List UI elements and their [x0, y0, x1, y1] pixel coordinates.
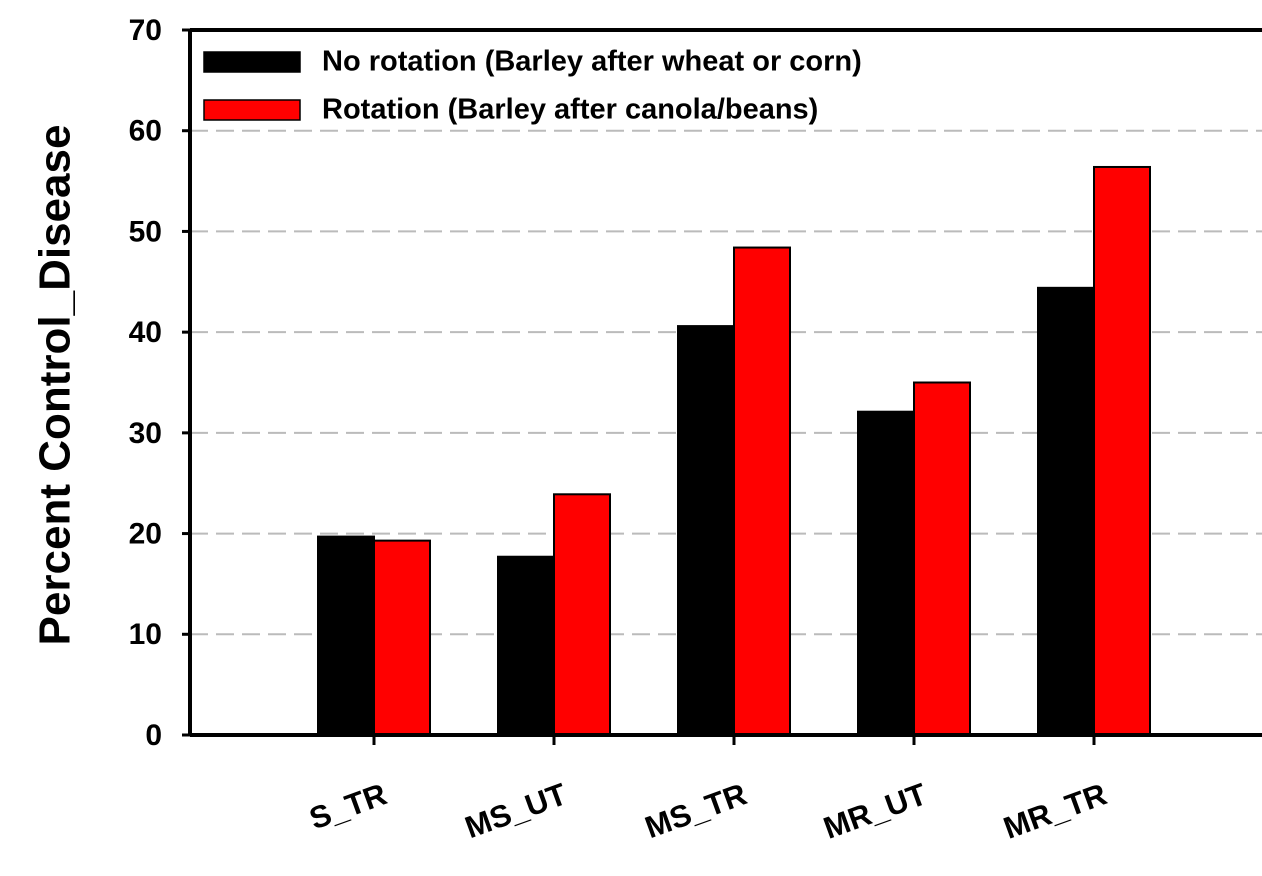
bar	[317, 535, 375, 736]
bar	[1037, 286, 1095, 736]
bar	[733, 246, 791, 737]
bar	[373, 539, 431, 736]
bar	[857, 410, 915, 736]
x-tick-label: MR_TR	[999, 776, 1111, 845]
legend-label: Rotation (Barley after canola/beans)	[322, 94, 818, 126]
y-tick-label: 40	[129, 316, 162, 349]
legend-label: No rotation (Barley after wheat or corn)	[322, 46, 862, 78]
x-tick-label: MS_TR	[640, 776, 751, 845]
x-tick-label: S_TR	[305, 776, 391, 836]
x-tick-label: MS_UT	[460, 776, 571, 845]
y-tick-label: 20	[129, 517, 162, 550]
bar	[913, 381, 971, 736]
y-tick-label: 70	[129, 14, 162, 47]
y-axis-label: Percent Control_Disease	[31, 125, 80, 646]
legend-swatch	[203, 99, 301, 121]
y-tick-label: 0	[145, 719, 162, 752]
bar	[553, 493, 611, 736]
bar	[497, 555, 555, 736]
y-tick-label: 60	[129, 115, 162, 148]
y-tick-label: 30	[129, 417, 162, 450]
x-tick-label: MR_UT	[819, 776, 931, 845]
bar	[1093, 165, 1151, 736]
legend-swatch	[203, 51, 301, 73]
y-tick-label: 50	[129, 215, 162, 248]
y-tick-label: 10	[129, 618, 162, 651]
bar	[677, 325, 735, 736]
